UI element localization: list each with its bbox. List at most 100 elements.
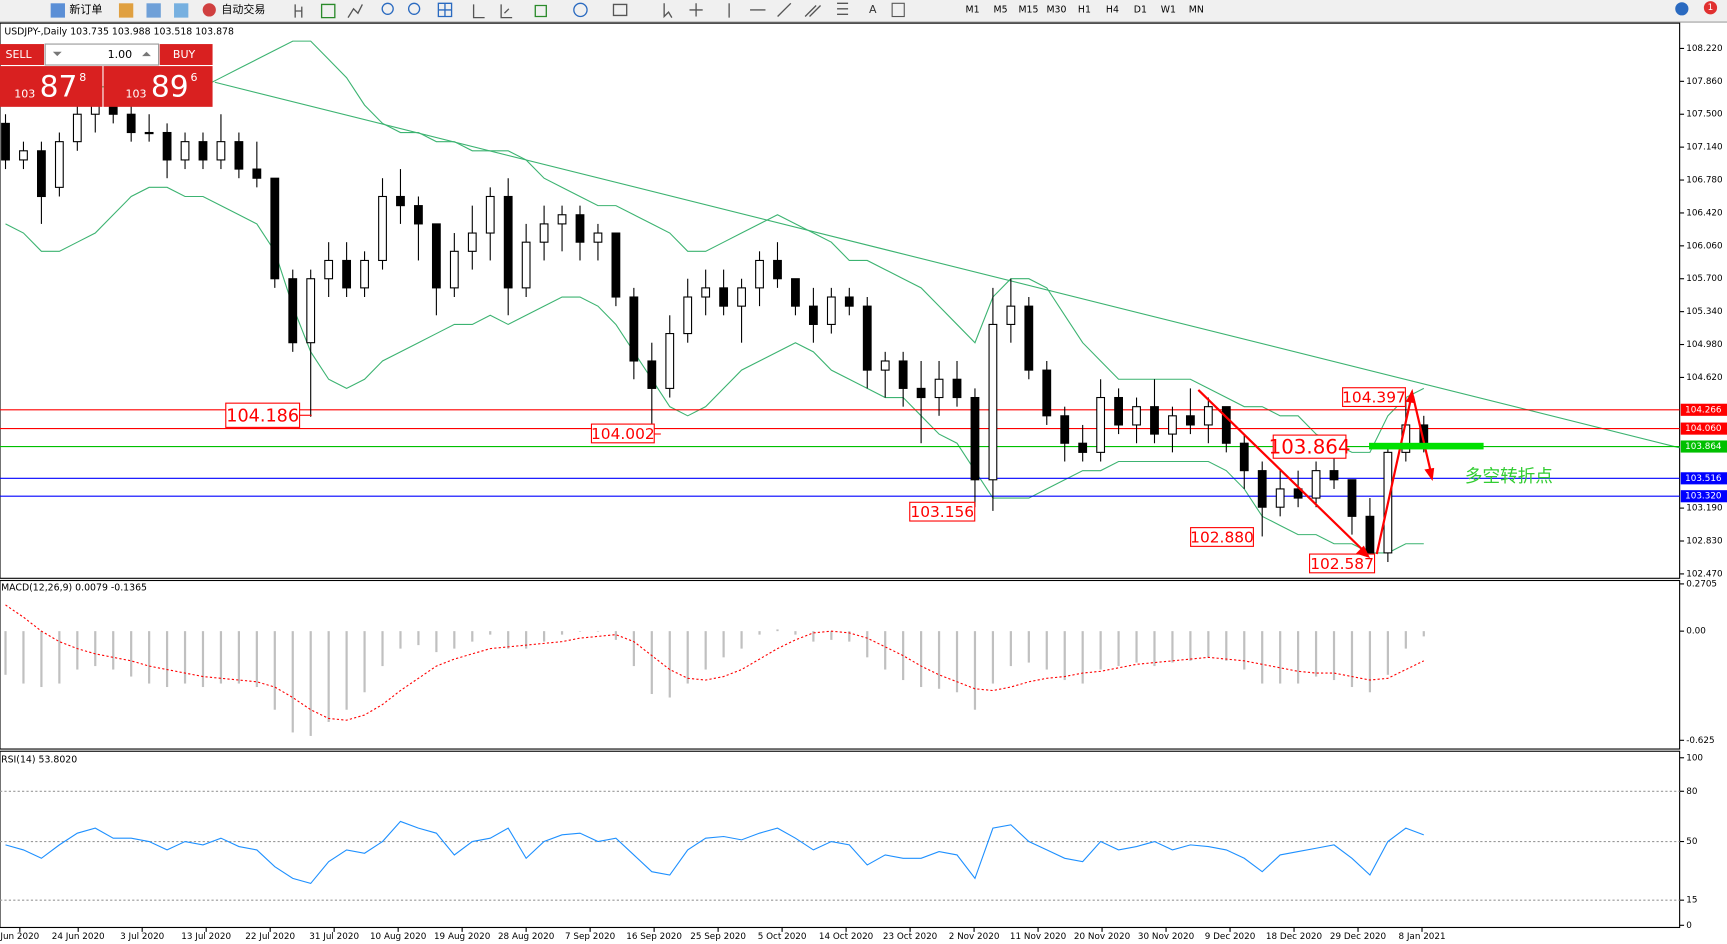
macd-bar <box>183 631 187 684</box>
macd-bar <box>614 631 618 640</box>
pivot-marker <box>1369 442 1484 450</box>
macd-bar <box>1189 631 1192 661</box>
timeframe-button[interactable]: H4 <box>1106 4 1119 15</box>
macd-bar <box>327 631 330 722</box>
macd-bar <box>542 631 546 642</box>
timeframe-button[interactable]: M30 <box>1046 4 1066 15</box>
candle-body <box>593 232 603 243</box>
toolbar-icon[interactable] <box>174 3 189 18</box>
search-icon[interactable] <box>1675 2 1689 16</box>
buy-button[interactable] <box>159 44 213 65</box>
macd-bar <box>40 631 43 688</box>
macd-bar <box>937 631 941 689</box>
macd-bar <box>1045 631 1048 670</box>
rsi-title: RSI(14) 53.8020 <box>1 755 77 766</box>
x-tick-label: 22 Jul 2020 <box>245 932 295 942</box>
timeframe-button[interactable]: W1 <box>1161 4 1176 15</box>
macd-bar <box>363 631 366 693</box>
x-tick-label: 2 Nov 2020 <box>949 932 1000 942</box>
candle-body <box>378 195 387 262</box>
macd-bar <box>1099 631 1102 670</box>
buy-price-fraction: 6 <box>191 71 198 84</box>
buy-price-box[interactable] <box>103 66 213 107</box>
macd-bar <box>165 631 169 688</box>
macd-bar <box>1261 631 1264 684</box>
sell-label[interactable]: SELL <box>6 48 33 61</box>
new-order-icon[interactable] <box>50 3 65 18</box>
x-tick-label: 25 Sep 2020 <box>690 932 746 942</box>
candle-body <box>808 305 818 325</box>
timeframe-bar: M1 M5 M15 M30 H1 H4 D1 W1 MN <box>966 4 1204 15</box>
one-click-trading: SELL 1.00 BUY 103 87 8 103 89 6 <box>0 43 213 107</box>
level-label: 104.266 <box>1685 405 1722 415</box>
candle-body <box>1221 406 1231 444</box>
macd-bar <box>525 631 528 649</box>
lots-input[interactable] <box>44 43 160 66</box>
level-label-box <box>1680 422 1727 435</box>
macd-bar <box>686 631 689 684</box>
price-annotation: 103.156 <box>910 503 974 521</box>
candle-body <box>611 232 621 298</box>
candle-body <box>1042 369 1052 417</box>
macd-bar <box>255 631 258 688</box>
y-tick-label: 0.00 <box>1686 627 1706 637</box>
timeframe-button[interactable]: M15 <box>1018 4 1038 15</box>
rsi-chart: 100 80 50 15 0 <box>0 753 1703 931</box>
timeframe-button[interactable]: M1 <box>966 4 980 15</box>
macd-bar <box>381 631 384 667</box>
macd-bar <box>973 631 977 710</box>
candle-body <box>1257 470 1267 508</box>
candle-body <box>1150 406 1159 435</box>
macd-panel <box>0 579 1681 750</box>
trendline <box>214 81 1680 449</box>
new-order-button[interactable]: 新订单 <box>69 2 102 16</box>
candle-body <box>701 287 711 298</box>
candle-body <box>952 378 962 399</box>
x-tick-label: 5 Oct 2020 <box>758 932 807 942</box>
y-tick-label: 103.190 <box>1686 504 1723 514</box>
timeframe-button[interactable]: D1 <box>1134 4 1147 15</box>
toolbar-icon[interactable] <box>118 3 134 18</box>
sell-button[interactable] <box>0 44 45 65</box>
timeframe-button[interactable]: H1 <box>1078 4 1091 15</box>
buy-label[interactable]: BUY <box>173 48 196 61</box>
macd-bar <box>776 629 779 632</box>
y-tick-label: 107.860 <box>1686 77 1723 87</box>
macd-bar <box>1386 631 1389 675</box>
text-tool[interactable]: A <box>869 3 877 16</box>
y-tick-label: 108.220 <box>1686 44 1723 54</box>
timeframe-button[interactable]: M5 <box>993 4 1007 15</box>
lots-down[interactable] <box>52 51 62 57</box>
macd-bar <box>650 631 653 695</box>
macd-bar <box>148 631 151 684</box>
alert-badge[interactable] <box>1703 1 1718 15</box>
toolbar-icon[interactable] <box>146 3 161 18</box>
candle-body <box>1168 415 1177 435</box>
candle-body <box>234 141 244 170</box>
rsi-panel <box>0 750 1681 929</box>
x-tick-label: 11 Nov 2020 <box>1010 932 1067 942</box>
candle-body <box>485 195 495 234</box>
auto-trading-button[interactable]: 自动交易 <box>221 2 265 16</box>
macd-bar <box>76 631 79 670</box>
candle-body <box>755 259 764 289</box>
price-annotation-box <box>909 501 976 522</box>
lots-up[interactable] <box>142 51 151 57</box>
x-tick-label: 23 Oct 2020 <box>883 932 938 942</box>
timeframe-button[interactable]: MN <box>1189 4 1204 15</box>
y-tick-label: 106.780 <box>1686 176 1723 186</box>
x-tick-label: 9 Dec 2020 <box>1205 932 1256 942</box>
candle-body <box>647 360 657 389</box>
price-annotation: 104.186 <box>226 406 299 426</box>
sell-price-box[interactable] <box>0 66 103 107</box>
macd-bar <box>1171 631 1174 663</box>
macd-bar <box>1279 631 1282 684</box>
auto-trading-icon[interactable] <box>202 3 216 17</box>
candle-body <box>216 141 226 161</box>
label-tool[interactable] <box>891 2 905 18</box>
macd-bar <box>291 631 294 733</box>
price-annotation: 103.864 <box>1269 435 1351 458</box>
candle-body <box>844 296 854 307</box>
y-tick-label: 15 <box>1686 896 1697 906</box>
